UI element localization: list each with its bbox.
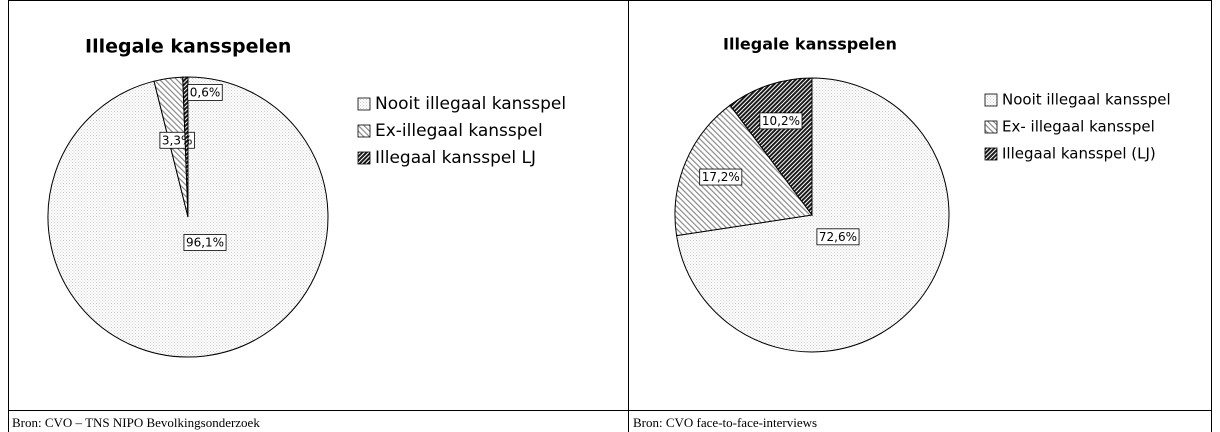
- legend-swatch: [357, 97, 371, 111]
- legend-label: Illegaal kansspel LJ: [375, 148, 536, 168]
- legend-swatch: [984, 120, 998, 134]
- legend-swatch: [357, 124, 371, 138]
- pie-slice: [675, 77, 950, 353]
- source: Bron: CVO – TNS NIPO Bevolkingsonderzoek: [12, 415, 260, 430]
- legend-label: Illegaal kansspel (LJ): [1002, 145, 1156, 163]
- legend-label: Ex-illegaal kansspel: [375, 121, 543, 141]
- legend-swatch: [984, 147, 998, 161]
- legend-swatch: [984, 93, 998, 107]
- data-label-text: 17,2%: [702, 170, 740, 184]
- data-label: 0,6%: [187, 84, 223, 101]
- data-label-box: [187, 84, 223, 101]
- frame: [8, 0, 1212, 432]
- legend-label: Nooit illegaal kansspel: [375, 94, 566, 114]
- data-label: 96,1%: [183, 234, 227, 251]
- data-label-text: 72,6%: [819, 230, 857, 244]
- data-label-box: [183, 234, 227, 251]
- data-label: 72,6%: [816, 228, 860, 246]
- data-label-text: 0,6%: [190, 86, 221, 100]
- pie-slice: [729, 77, 813, 217]
- pie-slice: [674, 104, 813, 237]
- data-label: 10,2%: [759, 112, 803, 130]
- chart-title: Illegale kansspelen: [723, 35, 897, 54]
- data-label-text: 96,1%: [186, 236, 224, 250]
- chart-title: Illegale kansspelen: [85, 36, 291, 58]
- legend-label: Ex- illegaal kansspel: [1002, 118, 1155, 136]
- data-label: 3,3%: [159, 131, 195, 149]
- data-label-box: [759, 112, 803, 130]
- data-label: 17,2%: [699, 168, 743, 186]
- legend-swatch: [357, 151, 371, 165]
- pie-slice: [182, 76, 189, 218]
- legend-label: Nooit illegaal kansspel: [1002, 91, 1171, 109]
- data-label-text: 10,2%: [762, 114, 800, 128]
- source: Bron: CVO face-to-face-interviews: [633, 415, 817, 430]
- data-label-box: [816, 228, 860, 246]
- data-label-box: [699, 168, 743, 186]
